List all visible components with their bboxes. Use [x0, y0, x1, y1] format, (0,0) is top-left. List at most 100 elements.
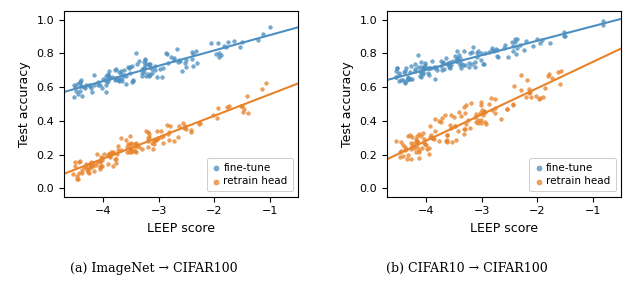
fine-tune	[403, 76, 413, 81]
Text: (a) ImageNet → CIFAR100: (a) ImageNet → CIFAR100	[70, 262, 237, 275]
retrain head	[406, 147, 417, 152]
retrain head	[543, 74, 553, 79]
retrain head	[212, 115, 222, 120]
fine-tune	[116, 68, 126, 73]
fine-tune	[426, 66, 436, 71]
retrain head	[124, 142, 134, 147]
fine-tune	[140, 58, 150, 62]
retrain head	[483, 102, 493, 106]
retrain head	[446, 126, 456, 130]
fine-tune	[415, 68, 426, 73]
fine-tune	[460, 63, 470, 67]
fine-tune	[81, 83, 92, 87]
fine-tune	[155, 67, 165, 71]
fine-tune	[444, 60, 454, 64]
fine-tune	[456, 61, 467, 65]
retrain head	[173, 124, 184, 129]
retrain head	[476, 108, 486, 112]
fine-tune	[390, 69, 401, 73]
fine-tune	[109, 78, 120, 82]
Legend: fine-tune, retrain head: fine-tune, retrain head	[207, 158, 292, 191]
retrain head	[186, 127, 196, 132]
fine-tune	[476, 58, 486, 63]
retrain head	[106, 150, 116, 154]
fine-tune	[110, 67, 120, 72]
fine-tune	[598, 19, 608, 23]
fine-tune	[123, 65, 133, 69]
fine-tune	[150, 64, 160, 69]
retrain head	[459, 105, 469, 110]
fine-tune	[460, 49, 470, 54]
fine-tune	[446, 62, 456, 67]
fine-tune	[173, 60, 184, 65]
fine-tune	[437, 60, 447, 64]
fine-tune	[218, 44, 228, 48]
retrain head	[442, 140, 452, 145]
fine-tune	[473, 49, 483, 53]
fine-tune	[492, 54, 502, 59]
retrain head	[490, 105, 500, 110]
retrain head	[465, 126, 476, 131]
fine-tune	[93, 80, 104, 85]
retrain head	[143, 139, 154, 143]
retrain head	[486, 96, 497, 100]
retrain head	[95, 158, 105, 163]
retrain head	[406, 157, 416, 162]
fine-tune	[137, 66, 147, 71]
retrain head	[442, 133, 452, 138]
retrain head	[398, 154, 408, 158]
fine-tune	[487, 47, 497, 52]
fine-tune	[390, 74, 401, 79]
fine-tune	[423, 71, 433, 75]
retrain head	[476, 99, 486, 104]
fine-tune	[429, 76, 440, 81]
retrain head	[236, 104, 246, 108]
fine-tune	[114, 79, 124, 84]
retrain head	[237, 103, 247, 108]
retrain head	[164, 138, 175, 142]
fine-tune	[114, 78, 124, 82]
retrain head	[426, 133, 436, 138]
retrain head	[436, 116, 447, 120]
fine-tune	[106, 75, 116, 80]
retrain head	[95, 165, 105, 170]
retrain head	[463, 117, 473, 122]
retrain head	[414, 131, 424, 136]
fine-tune	[142, 62, 152, 67]
fine-tune	[424, 65, 435, 70]
fine-tune	[444, 63, 454, 67]
retrain head	[131, 143, 141, 147]
X-axis label: LEEP score: LEEP score	[470, 222, 538, 235]
fine-tune	[119, 68, 129, 73]
fine-tune	[161, 51, 171, 55]
fine-tune	[419, 65, 429, 70]
retrain head	[400, 145, 410, 149]
retrain head	[417, 146, 428, 150]
retrain head	[412, 145, 422, 149]
retrain head	[414, 156, 424, 161]
fine-tune	[125, 65, 136, 69]
retrain head	[470, 115, 480, 119]
retrain head	[490, 111, 500, 115]
retrain head	[186, 130, 196, 135]
fine-tune	[420, 61, 430, 65]
fine-tune	[89, 73, 99, 78]
retrain head	[126, 147, 136, 151]
retrain head	[451, 138, 461, 142]
retrain head	[75, 158, 85, 163]
fine-tune	[132, 62, 142, 67]
fine-tune	[191, 61, 202, 66]
fine-tune	[484, 50, 494, 55]
retrain head	[99, 152, 109, 157]
retrain head	[547, 76, 557, 80]
fine-tune	[424, 66, 435, 71]
fine-tune	[394, 73, 404, 78]
fine-tune	[452, 60, 463, 65]
fine-tune	[398, 78, 408, 83]
fine-tune	[102, 72, 113, 76]
fine-tune	[415, 74, 425, 79]
retrain head	[403, 134, 413, 139]
retrain head	[97, 156, 107, 160]
retrain head	[243, 111, 253, 115]
retrain head	[450, 124, 460, 128]
